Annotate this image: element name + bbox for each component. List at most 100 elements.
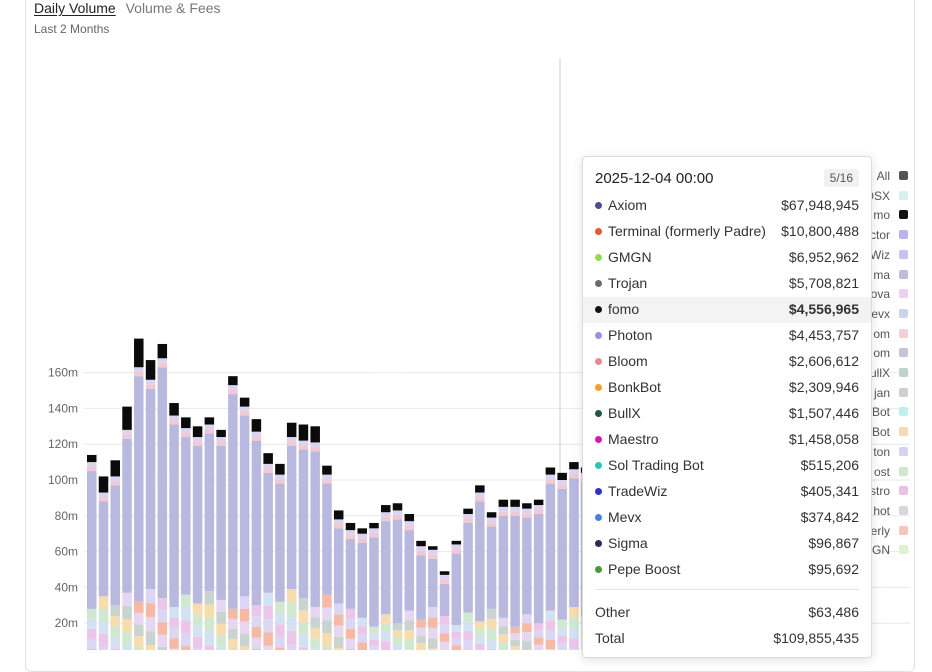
bar[interactable] bbox=[369, 523, 379, 650]
bar-segment bbox=[169, 628, 179, 638]
bar[interactable] bbox=[252, 419, 262, 650]
bar[interactable] bbox=[122, 407, 132, 650]
bar[interactable] bbox=[263, 453, 273, 650]
bar-segment bbox=[346, 609, 356, 619]
bar-segment-fomo bbox=[334, 510, 344, 519]
bar-segment bbox=[134, 367, 144, 371]
bar-segment-fomo bbox=[416, 541, 426, 546]
bar[interactable] bbox=[569, 462, 579, 650]
bar[interactable] bbox=[299, 425, 309, 650]
bar[interactable] bbox=[428, 546, 438, 650]
bar[interactable] bbox=[240, 398, 250, 650]
bar-segment bbox=[146, 380, 156, 384]
bar-segment bbox=[393, 519, 403, 623]
bar-segment-fomo bbox=[205, 417, 215, 424]
bar[interactable] bbox=[381, 505, 391, 650]
bar[interactable] bbox=[158, 344, 168, 650]
bar[interactable] bbox=[452, 541, 462, 650]
bar-segment bbox=[275, 625, 285, 636]
bar-segment bbox=[299, 610, 309, 622]
bar-segment bbox=[510, 516, 520, 627]
bar[interactable] bbox=[475, 485, 485, 650]
bar[interactable] bbox=[357, 528, 367, 650]
tooltip-row: BullX$1,507,446 bbox=[583, 401, 871, 427]
bar-segment bbox=[357, 634, 367, 642]
bar[interactable] bbox=[146, 360, 156, 650]
y-tick-label: 40m bbox=[55, 580, 78, 594]
bar-segment bbox=[322, 475, 332, 479]
bar-segment-fomo bbox=[393, 503, 403, 510]
bar-segment bbox=[452, 632, 462, 639]
bar[interactable] bbox=[499, 500, 509, 650]
bar-segment bbox=[146, 631, 156, 645]
bar-segment-fomo bbox=[463, 509, 473, 514]
bar-segment bbox=[228, 629, 238, 639]
bar[interactable] bbox=[99, 476, 109, 650]
bar[interactable] bbox=[557, 473, 567, 650]
bar[interactable] bbox=[111, 460, 121, 650]
bar[interactable] bbox=[205, 417, 215, 650]
bar[interactable] bbox=[193, 426, 203, 650]
series-dot-icon bbox=[595, 514, 602, 521]
bar-segment bbox=[546, 630, 556, 640]
bar[interactable] bbox=[134, 339, 144, 650]
tooltip-series-value: $2,309,946 bbox=[789, 379, 859, 395]
series-dot-icon bbox=[595, 228, 602, 235]
tooltip-page-badge[interactable]: 5/16 bbox=[824, 169, 859, 187]
bar[interactable] bbox=[405, 514, 415, 650]
bar-segment bbox=[111, 485, 121, 605]
bar-segment bbox=[534, 514, 544, 623]
bar[interactable] bbox=[287, 423, 297, 650]
bar-segment bbox=[475, 636, 485, 644]
bar-segment bbox=[263, 473, 273, 593]
tooltip-series-value: $4,453,757 bbox=[789, 327, 859, 343]
bar-segment bbox=[216, 446, 226, 600]
bar-segment bbox=[475, 493, 485, 497]
bar-segment bbox=[499, 643, 509, 650]
bar-segment bbox=[452, 553, 462, 625]
bar-segment bbox=[334, 604, 344, 615]
bar-segment bbox=[334, 528, 344, 603]
bar-segment bbox=[428, 607, 438, 617]
legend-label: GN bbox=[872, 543, 890, 557]
bar-segment bbox=[146, 603, 156, 617]
bar[interactable] bbox=[510, 500, 520, 650]
bar[interactable] bbox=[181, 417, 191, 650]
bar[interactable] bbox=[310, 426, 320, 650]
bar[interactable] bbox=[87, 455, 97, 650]
bar[interactable] bbox=[534, 500, 544, 650]
bar-segment bbox=[369, 633, 379, 639]
bar-segment bbox=[452, 645, 462, 650]
legend-label: ma bbox=[873, 268, 890, 282]
bar[interactable] bbox=[463, 509, 473, 650]
bar[interactable] bbox=[416, 541, 426, 650]
bar-segment bbox=[510, 511, 520, 515]
bar[interactable] bbox=[546, 467, 556, 650]
tooltip-series-value: $10,800,488 bbox=[781, 223, 859, 239]
bar[interactable] bbox=[228, 376, 238, 650]
bar-segment bbox=[475, 621, 485, 629]
bar-segment bbox=[122, 619, 132, 632]
bar[interactable] bbox=[346, 523, 356, 650]
bar-segment bbox=[357, 538, 367, 542]
bar-segment bbox=[310, 607, 320, 617]
tooltip-series-value: $405,341 bbox=[801, 483, 859, 499]
series-dot-icon bbox=[595, 202, 602, 209]
bar[interactable] bbox=[393, 503, 403, 650]
legend-label: hot bbox=[873, 504, 890, 518]
bar[interactable] bbox=[169, 403, 179, 650]
bar[interactable] bbox=[487, 512, 497, 650]
bar-segment bbox=[534, 638, 544, 645]
bar-segment-fomo bbox=[122, 407, 132, 430]
bar-segment bbox=[522, 614, 532, 623]
bar[interactable] bbox=[322, 466, 332, 650]
bar-segment-fomo bbox=[534, 500, 544, 505]
bar[interactable] bbox=[216, 430, 226, 650]
bar[interactable] bbox=[334, 510, 344, 650]
bar-segment bbox=[99, 609, 109, 622]
bar-segment bbox=[111, 627, 121, 638]
bar[interactable] bbox=[275, 464, 285, 650]
bar[interactable] bbox=[522, 503, 532, 650]
bar-segment bbox=[393, 630, 403, 637]
bar[interactable] bbox=[440, 571, 450, 650]
